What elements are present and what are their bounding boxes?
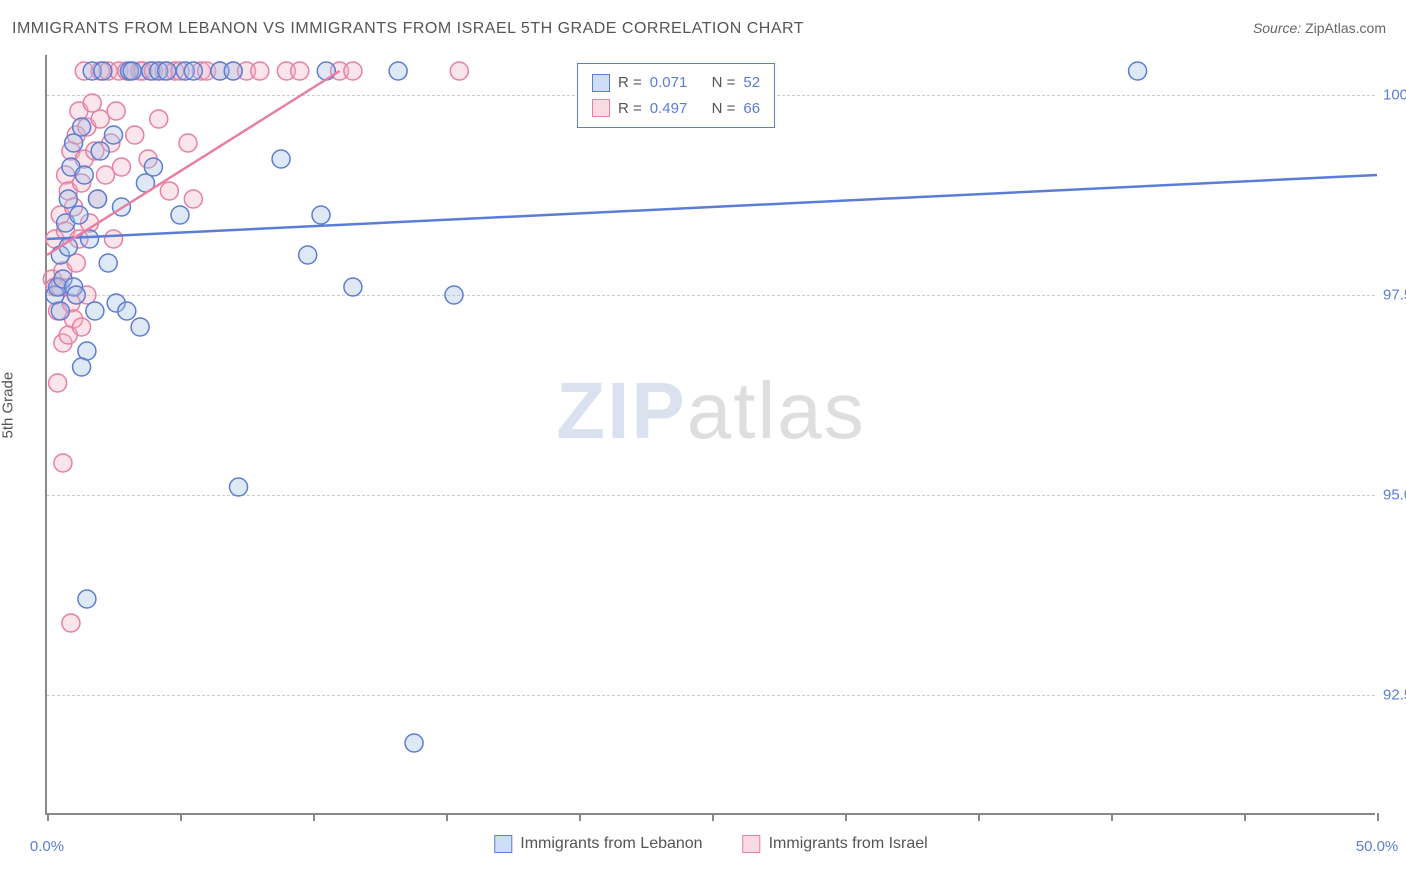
n-label: N = — [712, 96, 736, 122]
xtick — [1111, 813, 1113, 821]
data-point — [78, 590, 96, 608]
xtick — [845, 813, 847, 821]
data-point — [1129, 62, 1147, 80]
xtick — [712, 813, 714, 821]
r-value-israel: 0.497 — [650, 96, 688, 122]
data-point — [144, 158, 162, 176]
swatch-lebanon-icon — [592, 74, 610, 92]
data-point — [54, 454, 72, 472]
chart-title: IMMIGRANTS FROM LEBANON VS IMMIGRANTS FR… — [12, 20, 804, 38]
r-label: R = — [618, 70, 642, 96]
data-point — [86, 302, 104, 320]
data-point — [171, 206, 189, 224]
ytick-label: 97.5% — [1383, 287, 1406, 304]
data-point — [59, 190, 77, 208]
data-point — [73, 118, 91, 136]
data-point — [75, 166, 93, 184]
data-point — [99, 254, 117, 272]
data-point — [251, 62, 269, 80]
data-point — [150, 110, 168, 128]
data-point — [83, 94, 101, 112]
data-point — [67, 286, 85, 304]
data-point — [344, 62, 362, 80]
data-point — [158, 62, 176, 80]
data-point — [272, 150, 290, 168]
correlation-legend: R = 0.071 N = 52 R = 0.497 N = 66 — [577, 63, 775, 128]
data-point — [91, 142, 109, 160]
data-point — [445, 286, 463, 304]
n-label: N = — [712, 70, 736, 96]
data-point — [118, 302, 136, 320]
swatch-lebanon-icon — [494, 835, 512, 853]
legend-label-lebanon: Immigrants from Lebanon — [520, 835, 702, 853]
data-point — [126, 126, 144, 144]
legend-row-israel: R = 0.497 N = 66 — [592, 96, 760, 122]
xtick — [446, 813, 448, 821]
r-value-lebanon: 0.071 — [650, 70, 688, 96]
xtick — [47, 813, 49, 821]
data-point — [65, 134, 83, 152]
xtick — [1244, 813, 1246, 821]
data-point — [70, 206, 88, 224]
data-point — [224, 62, 242, 80]
swatch-israel-icon — [592, 99, 610, 117]
swatch-israel-icon — [743, 835, 761, 853]
data-point — [107, 102, 125, 120]
data-point — [49, 374, 67, 392]
data-point — [317, 62, 335, 80]
ytick-label: 100.0% — [1383, 87, 1406, 104]
data-point — [94, 62, 112, 80]
plot-area: ZIPatlas 92.5%95.0%97.5%100.0% R = 0.071… — [45, 55, 1375, 815]
data-point — [105, 126, 123, 144]
source-label: Source: — [1253, 20, 1301, 36]
xtick — [313, 813, 315, 821]
legend-row-lebanon: R = 0.071 N = 52 — [592, 70, 760, 96]
data-point — [230, 478, 248, 496]
ytick-label: 92.5% — [1383, 687, 1406, 704]
xtick-label: 50.0% — [1356, 838, 1399, 855]
data-point — [123, 62, 141, 80]
data-point — [312, 206, 330, 224]
y-axis-label: 5th Grade — [0, 372, 17, 439]
legend-item-lebanon: Immigrants from Lebanon — [494, 835, 702, 853]
data-point — [62, 614, 80, 632]
data-point — [73, 318, 91, 336]
scatter-svg — [47, 55, 1375, 813]
data-point — [389, 62, 407, 80]
data-point — [112, 158, 130, 176]
data-point — [51, 302, 69, 320]
data-point — [131, 318, 149, 336]
legend-label-israel: Immigrants from Israel — [769, 835, 928, 853]
data-point — [105, 230, 123, 248]
data-point — [184, 190, 202, 208]
xtick — [579, 813, 581, 821]
data-point — [67, 254, 85, 272]
data-point — [405, 734, 423, 752]
data-point — [291, 62, 309, 80]
n-value-israel: 66 — [743, 96, 760, 122]
r-label: R = — [618, 96, 642, 122]
xtick — [978, 813, 980, 821]
data-point — [89, 190, 107, 208]
xtick — [1377, 813, 1379, 821]
xtick-label: 0.0% — [30, 838, 64, 855]
legend-item-israel: Immigrants from Israel — [743, 835, 928, 853]
data-point — [179, 134, 197, 152]
data-point — [160, 182, 178, 200]
xtick — [180, 813, 182, 821]
data-point — [91, 110, 109, 128]
data-point — [73, 358, 91, 376]
n-value-lebanon: 52 — [743, 70, 760, 96]
data-point — [344, 278, 362, 296]
data-point — [450, 62, 468, 80]
series-legend: Immigrants from Lebanon Immigrants from … — [494, 835, 927, 853]
data-point — [299, 246, 317, 264]
ytick-label: 95.0% — [1383, 487, 1406, 504]
data-point — [184, 62, 202, 80]
source-value: ZipAtlas.com — [1305, 20, 1386, 36]
data-point — [97, 166, 115, 184]
trend-line — [47, 175, 1377, 239]
source-attribution: Source: ZipAtlas.com — [1253, 20, 1386, 36]
